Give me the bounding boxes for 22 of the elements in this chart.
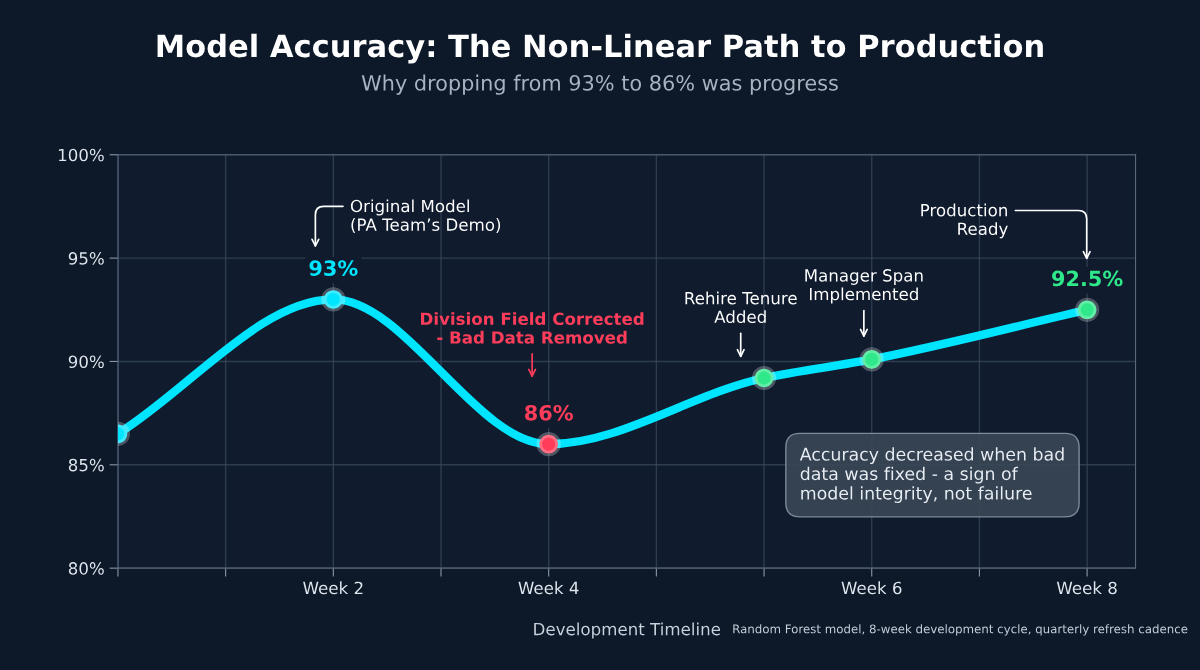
y-tick-label: 90%	[68, 355, 104, 369]
annotation: Manager Span Implemented	[805, 269, 923, 304]
y-tick-label: 85%	[68, 458, 104, 472]
chart-subtitle: Why dropping from 93% to 86% was progress	[361, 74, 838, 95]
chart-title: Model Accuracy: The Non-Linear Path to Production	[157, 33, 1043, 64]
data-label: 93%	[309, 260, 358, 276]
annotation: Production Ready	[921, 203, 1008, 239]
x-tick-label: Week 2	[303, 581, 363, 595]
data-label: 86%	[525, 404, 573, 421]
annotation: Rehire Tenure Added	[685, 291, 797, 324]
x-tick-label: Week 6	[841, 581, 902, 595]
x-tick-label: Week 8	[1056, 581, 1117, 595]
x-axis-title: Development Timeline	[534, 622, 721, 639]
y-tick-label: 95%	[68, 252, 104, 265]
y-tick-label: 80%	[68, 562, 104, 575]
x-tick-label: Week 4	[518, 581, 579, 595]
annotation: Accuracy decreased when bad data was fixed - a sign of model integrity, not failure	[799, 447, 1064, 503]
annotation: Original Model (PA Team’s Demo)	[350, 199, 501, 233]
y-tick-label: 100%	[58, 148, 104, 162]
annotation: Division Field Corrected - Bad Data Removed	[421, 312, 644, 344]
text: Random Forest model, 8-week development cycle, quarterly refresh cadence	[733, 624, 1188, 636]
data-label: 92.5%	[1052, 270, 1123, 287]
